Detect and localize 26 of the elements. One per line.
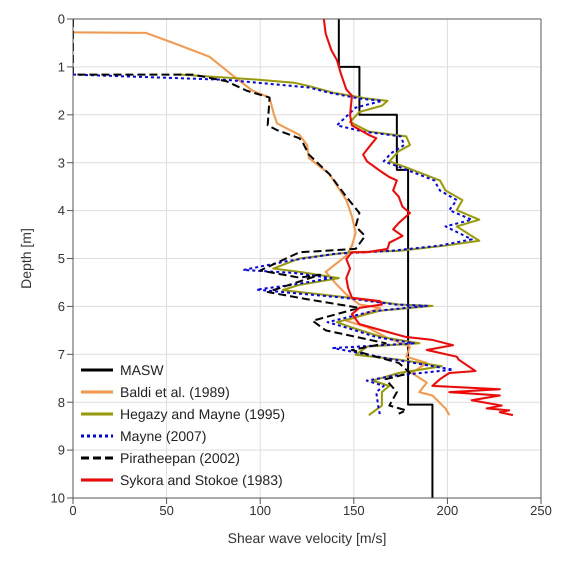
y-tick-label: 2 <box>58 107 65 122</box>
legend-label: Sykora and Stokoe (1983) <box>120 471 283 490</box>
y-tick-label: 5 <box>58 251 65 266</box>
x-tick-label: 200 <box>436 503 458 518</box>
y-tick-label: 6 <box>58 299 65 314</box>
legend-label: Piratheepan (2002) <box>120 449 240 468</box>
legend-label: MASW <box>120 361 164 380</box>
legend-label: Baldi et al. (1989) <box>120 383 230 402</box>
y-tick-label: 4 <box>58 203 65 218</box>
x-tick-label: 50 <box>159 503 174 518</box>
y-tick-label: 8 <box>58 394 65 410</box>
y-tick-label: 1 <box>58 60 65 75</box>
legend-label: Hegazy and Mayne (1995) <box>120 405 285 424</box>
line-series <box>322 19 514 416</box>
x-axis-title: Shear wave velocity [m/s] <box>228 530 386 546</box>
legend-label: Mayne (2007) <box>120 427 206 446</box>
y-tick-label: 0 <box>58 12 65 27</box>
x-tick-label: 150 <box>342 503 365 518</box>
y-tick-label: 9 <box>58 442 65 458</box>
y-tick-label: 3 <box>58 155 65 170</box>
x-tick-label: 100 <box>249 503 272 518</box>
y-tick-label: 10 <box>50 490 65 506</box>
y-axis-title: Depth [m] <box>18 228 34 289</box>
y-tick-label: 7 <box>58 346 65 362</box>
x-tick-label: 250 <box>530 503 552 518</box>
x-tick-label: 0 <box>69 503 77 518</box>
